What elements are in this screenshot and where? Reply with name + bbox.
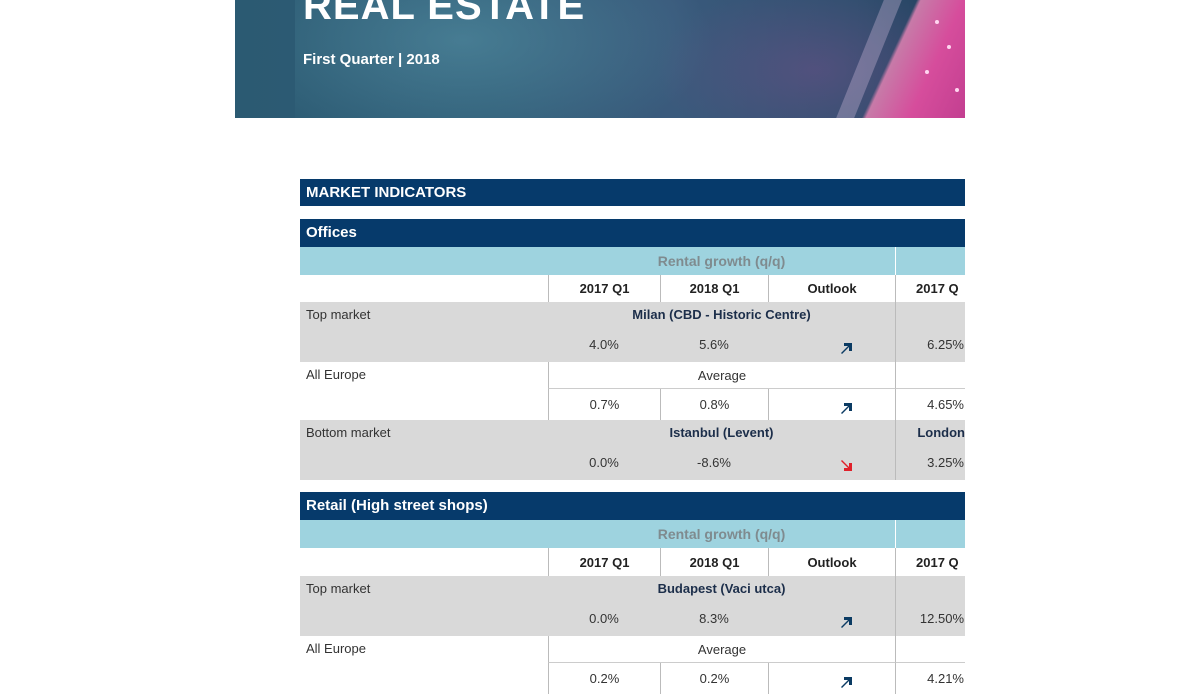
report-title: REAL ESTATE [303,0,586,28]
banner-sparkle [947,45,951,49]
extra-market [895,362,965,389]
col-2017-q-cut: 2017 Q [895,275,965,302]
header-spacer [895,247,965,275]
market-name: Average [548,636,895,663]
value-2018: -8.6% [697,455,731,470]
extra-value: 4.65% [895,389,965,420]
extra-market: London [895,420,965,445]
value-2017: 0.2% [548,663,660,694]
extra-market [895,302,965,327]
header-spacer [895,520,965,548]
column-header-row: 2017 Q1 2018 Q1 Outlook 2017 Q [300,548,965,576]
up-arrow-icon [840,342,852,354]
market-name: Istanbul (Levent) [669,425,774,440]
table-row: All Europe Average 0.2% 0.2% 4.21% [300,636,965,694]
value-2017: 0.7% [548,389,660,420]
table-row: Top market Milan (CBD - Historic Centre)… [300,302,965,362]
up-arrow-icon [841,676,852,688]
outlook-cell [768,389,895,420]
group-header-row: Rental growth (q/q) [300,520,965,548]
extra-market [895,636,965,663]
col-2018-q1: 2018 Q1 [660,548,768,576]
col-2017-q1: 2017 Q1 [548,548,660,576]
value-2018: 0.8% [660,389,768,420]
col-outlook: Outlook [768,275,895,302]
col-outlook: Outlook [768,548,895,576]
offices-section-title: Offices [300,219,965,247]
rental-growth-header: Rental growth (q/q) [657,253,786,269]
up-arrow-icon [840,616,852,628]
up-arrow-icon [841,402,852,414]
banner-sparkle [955,88,959,92]
market-name: Average [548,362,895,389]
banner-sparkle [925,70,929,74]
value-2018: 8.3% [699,611,729,626]
group-header-row: Rental growth (q/q) [300,247,965,275]
table-row: Bottom market Istanbul (Levent) London 0… [300,420,965,480]
outlook-cell [768,327,895,362]
extra-market [895,576,965,601]
rental-growth-header: Rental growth (q/q) [657,526,786,542]
extra-value: 4.21% [895,663,965,694]
row-label: All Europe [306,367,366,382]
value-2018: 5.6% [699,337,729,352]
value-2017: 0.0% [589,455,619,470]
column-header-row: 2017 Q1 2018 Q1 Outlook 2017 Q [300,275,965,302]
value-2018: 0.2% [660,663,768,694]
row-label: Bottom market [306,425,391,440]
offices-table: Rental growth (q/q) 2017 Q1 2018 Q1 Outl… [300,247,965,480]
col-2017-q-cut: 2017 Q [895,548,965,576]
row-label: All Europe [306,641,366,656]
table-row: All Europe Average 0.7% 0.8% 4.65% [300,362,965,420]
market-name: Milan (CBD - Historic Centre) [632,307,811,322]
col-2018-q1: 2018 Q1 [660,275,768,302]
banner-sparkle [935,20,939,24]
row-label: Top market [306,581,371,596]
value-2017: 0.0% [589,611,619,626]
report-banner: REAL ESTATE First Quarter | 2018 [235,0,965,118]
outlook-cell [768,663,895,694]
extra-value: 3.25% [895,445,965,480]
banner-pink-graphic [835,0,965,118]
row-label: Top market [306,307,371,322]
banner-glow [295,0,715,118]
col-2017-q1: 2017 Q1 [548,275,660,302]
market-name: Budapest (Vaci utca) [657,581,786,596]
extra-value: 12.50% [895,601,965,636]
extra-value: 6.25% [895,327,965,362]
market-indicators-header: MARKET INDICATORS [300,179,965,206]
table-row: Top market Budapest (Vaci utca) 0.0% 8.3… [300,576,965,636]
retail-section-title: Retail (High street shops) [300,492,965,520]
report-subtitle: First Quarter | 2018 [303,51,440,68]
outlook-cell [768,601,895,636]
down-arrow-icon [840,459,852,471]
value-2017: 4.0% [589,337,619,352]
retail-table: Rental growth (q/q) 2017 Q1 2018 Q1 Outl… [300,520,965,694]
outlook-cell [768,445,895,480]
